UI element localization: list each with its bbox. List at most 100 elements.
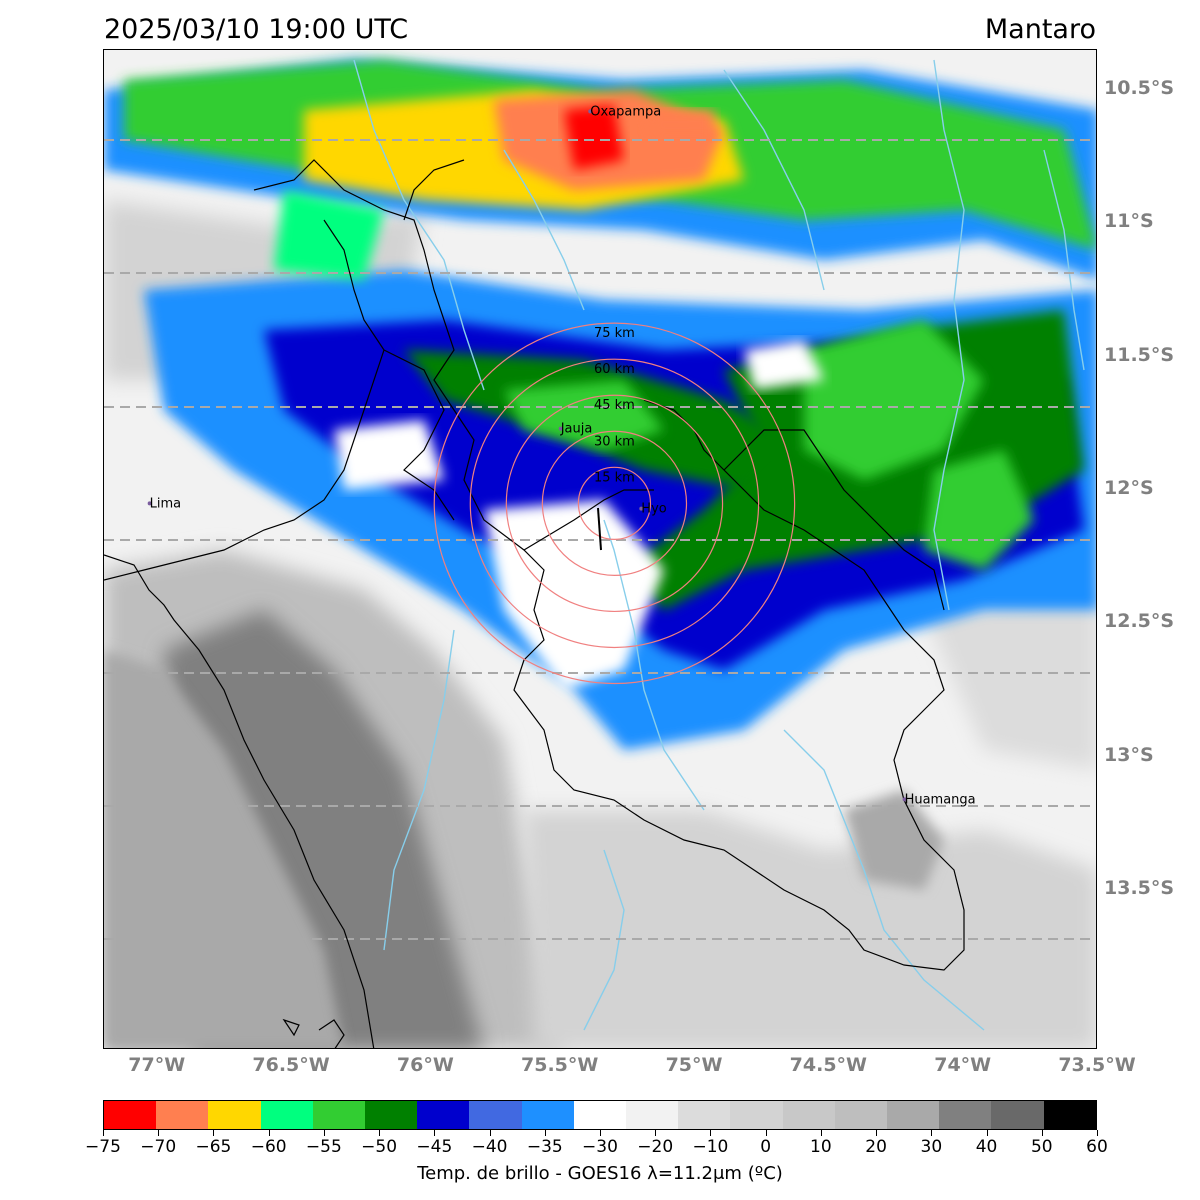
city-label: Hyo <box>641 502 666 517</box>
colorbar-swatch <box>1043 1101 1096 1129</box>
colorbar-tick-label: −50 <box>361 1137 398 1157</box>
colorbar-tick-label: −30 <box>582 1137 618 1157</box>
colorbar-tick-label: 40 <box>975 1137 998 1157</box>
colorbar-tick-label: −20 <box>637 1137 674 1157</box>
range-ring <box>577 466 652 540</box>
city-marker <box>588 109 593 114</box>
city-marker <box>147 501 152 506</box>
colorbar <box>103 1100 1097 1130</box>
colorbar-tick-label: −35 <box>526 1137 563 1157</box>
range-ring <box>433 322 796 685</box>
city-marker <box>558 426 563 431</box>
colorbar-tick-label: −70 <box>140 1137 177 1157</box>
colorbar-tick-label: −45 <box>416 1137 453 1157</box>
colorbar-tick-label: 60 <box>1086 1137 1108 1157</box>
radar-beam-marker <box>597 507 602 551</box>
latitude-label: 12°S <box>1104 477 1154 499</box>
city-label: Huamanga <box>905 792 976 807</box>
colorbar-tick <box>876 1130 878 1136</box>
colorbar-tick-label: 30 <box>920 1137 943 1157</box>
colorbar-tick <box>489 1130 491 1136</box>
longitude-label: 74.5°W <box>789 1054 868 1076</box>
colorbar-swatch <box>312 1101 366 1129</box>
colorbar-swatch <box>626 1101 679 1129</box>
colorbar-swatch <box>104 1101 157 1129</box>
colorbar-tick <box>1041 1130 1043 1136</box>
map-title-region: Mantaro <box>984 14 1096 45</box>
range-ring-label: 30 km <box>594 434 635 449</box>
colorbar-swatch <box>782 1101 835 1129</box>
range-rings <box>433 322 796 685</box>
map-canvas: 15 km 30 km 45 km 60 km 75 km Oxapampa Jauja H… <box>104 50 1096 1048</box>
range-ring <box>541 430 688 577</box>
colorbar-swatch <box>991 1101 1044 1129</box>
range-ring-label: 15 km <box>594 470 635 485</box>
range-ring-label: 60 km <box>594 362 635 377</box>
colorbar-swatch <box>730 1101 783 1129</box>
latitude-label: 13°S <box>1104 743 1154 766</box>
colorbar-tick <box>158 1130 160 1136</box>
colorbar-tick <box>655 1130 657 1136</box>
colorbar-tick <box>434 1130 436 1136</box>
colorbar-tick <box>600 1130 601 1136</box>
colorbar-tick <box>379 1130 381 1136</box>
colorbar-tick-label: 10 <box>810 1137 832 1157</box>
colorbar-swatch <box>417 1101 470 1129</box>
borders-layer <box>104 159 965 1048</box>
latitude-label: 13.5°S <box>1104 877 1175 899</box>
colorbar-swatch <box>939 1101 992 1129</box>
latitude-label: 11°S <box>1104 210 1154 233</box>
colorbar-tick <box>820 1130 822 1136</box>
city-label: Jauja <box>560 422 593 437</box>
range-ring <box>469 358 760 649</box>
city-label: Oxapampa <box>590 104 661 119</box>
colorbar-swatch <box>834 1101 888 1129</box>
rivers-layer <box>353 59 1085 1031</box>
colorbar-tick <box>103 1130 104 1136</box>
colorbar-tick <box>213 1130 215 1136</box>
range-ring-label: 45 km <box>594 398 635 413</box>
colorbar-tick-label: −40 <box>471 1137 508 1157</box>
colorbar-swatch <box>260 1101 313 1129</box>
map-title-datetime: 2025/03/10 19:00 UTC <box>104 14 409 45</box>
colorbar-swatch <box>521 1101 574 1129</box>
colorbar-tick-label: −65 <box>195 1137 232 1157</box>
latitude-label: 11.5°S <box>1104 343 1175 366</box>
range-ring <box>505 394 724 613</box>
longitude-label: 74°W <box>934 1054 992 1076</box>
colorbar-tick-label: 20 <box>865 1137 887 1157</box>
city-marker <box>639 506 644 511</box>
colorbar-tick <box>931 1130 933 1136</box>
colorbar-tick-label: −10 <box>692 1137 729 1157</box>
latitude-label: 12.5°S <box>1104 610 1175 633</box>
cloud-layer <box>104 60 1096 750</box>
colorbar-tick <box>986 1130 988 1136</box>
longitude-label: 75.5°W <box>521 1054 599 1076</box>
colorbar-swatch <box>573 1101 627 1129</box>
colorbar-tick <box>544 1130 546 1136</box>
colorbar-tick <box>710 1130 712 1136</box>
colorbar-tick <box>765 1130 767 1136</box>
satellite-map[interactable]: 15 km 30 km 45 km 60 km 75 km Oxapampa Jauja H… <box>103 49 1097 1049</box>
colorbar-swatch <box>365 1101 418 1129</box>
colorbar-swatch <box>208 1101 261 1129</box>
longitude-label: 76°W <box>396 1054 454 1076</box>
longitude-label: 75°W <box>665 1054 723 1076</box>
colorbar-swatch <box>678 1101 731 1129</box>
longitude-label: 76.5°W <box>252 1054 330 1076</box>
city-labels: Oxapampa Jauja Hyo Lima Huamanga <box>147 104 976 807</box>
colorbar-tick-label: 0 <box>760 1137 772 1157</box>
colorbar-tick-label: −75 <box>85 1137 121 1157</box>
city-label: Lima <box>150 496 181 511</box>
colorbar-tick <box>323 1130 325 1136</box>
longitude-label: 77°W <box>128 1054 186 1076</box>
colorbar-tick <box>268 1130 270 1136</box>
colorbar-tick-label: −60 <box>250 1137 287 1157</box>
colorbar-title: Temp. de brillo - GOES16 λ=11.2μm (ºC) <box>417 1163 783 1184</box>
longitude-label: 73.5°W <box>1058 1054 1136 1076</box>
colorbar-tick-label: 50 <box>1030 1137 1053 1157</box>
range-ring-label: 75 km <box>594 326 635 341</box>
colorbar-swatch <box>887 1101 940 1129</box>
range-ring-labels: 15 km 30 km 45 km 60 km 75 km <box>594 326 635 485</box>
latitude-label: 10.5°S <box>1104 77 1175 99</box>
